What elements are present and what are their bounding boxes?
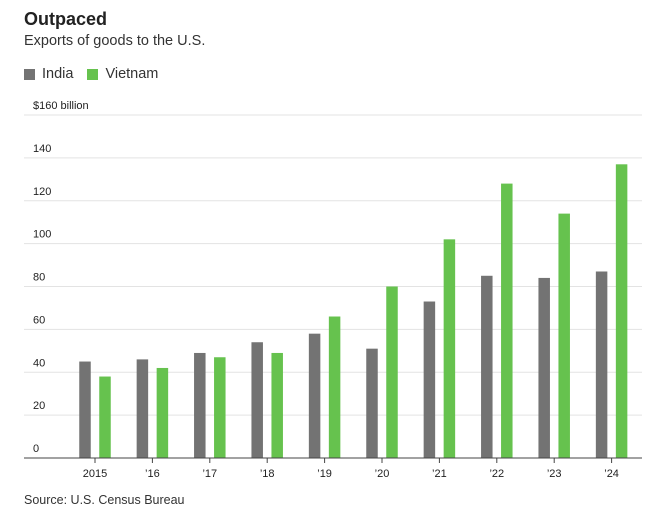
bar-india-5	[366, 348, 378, 458]
x-tick-label: ’18	[260, 468, 275, 480]
bar-india-6	[423, 301, 436, 458]
bar-vietnam-7	[501, 183, 513, 458]
chart-title: Outpaced	[24, 9, 108, 29]
legend-swatch-india	[24, 68, 35, 80]
y-tick-label: 140	[33, 143, 51, 155]
bar-vietnam-9	[615, 164, 628, 458]
x-tick-label: ’17	[202, 468, 217, 480]
legend-item-vietnam: Vietnam	[87, 66, 158, 82]
x-tick-label: ’23	[547, 468, 562, 480]
bar-india-7	[481, 275, 493, 458]
y-tick-label: 100	[33, 229, 51, 241]
legend: India Vietnam	[24, 66, 172, 82]
x-tick-label: ’22	[489, 468, 504, 480]
bar-india-2	[194, 352, 206, 458]
y-tick-label: 0	[33, 443, 39, 455]
bar-india-4	[308, 333, 321, 458]
bar-vietnam-2	[214, 357, 226, 458]
x-tick-label: ’20	[375, 468, 390, 480]
bar-vietnam-3	[271, 352, 283, 458]
legend-label-india: India	[42, 66, 74, 82]
y-tick-label: 120	[33, 186, 51, 198]
x-tick-label: ’24	[604, 468, 619, 480]
bar-india-0	[79, 361, 91, 458]
bar-vietnam-6	[443, 239, 456, 458]
bar-india-9	[595, 271, 608, 458]
chart-subtitle: Exports of goods to the U.S.	[24, 33, 206, 49]
legend-item-india: India	[24, 66, 73, 82]
y-tick-label: 60	[33, 314, 45, 326]
x-tick-label: ’21	[432, 468, 447, 480]
bar-india-1	[136, 359, 149, 458]
y-tick-label: $160 billion	[33, 100, 89, 112]
bar-vietnam-1	[156, 367, 169, 458]
source-note: Source: U.S. Census Bureau	[24, 493, 185, 507]
bar-india-3	[251, 342, 263, 458]
x-tick-label: ’19	[317, 468, 332, 480]
legend-swatch-vietnam	[87, 68, 99, 80]
y-tick-label: 80	[33, 272, 45, 284]
bar-vietnam-5	[386, 286, 398, 458]
x-tick-label: 2015	[83, 468, 107, 480]
y-tick-label: 40	[33, 357, 45, 369]
y-tick-label: 20	[33, 400, 45, 412]
bar-vietnam-0	[99, 376, 111, 458]
legend-label-vietnam: Vietnam	[105, 66, 159, 82]
x-tick-label: ’16	[145, 468, 160, 480]
bar-vietnam-8	[558, 213, 570, 458]
bar-vietnam-4	[328, 316, 341, 458]
bar-india-8	[538, 277, 550, 458]
